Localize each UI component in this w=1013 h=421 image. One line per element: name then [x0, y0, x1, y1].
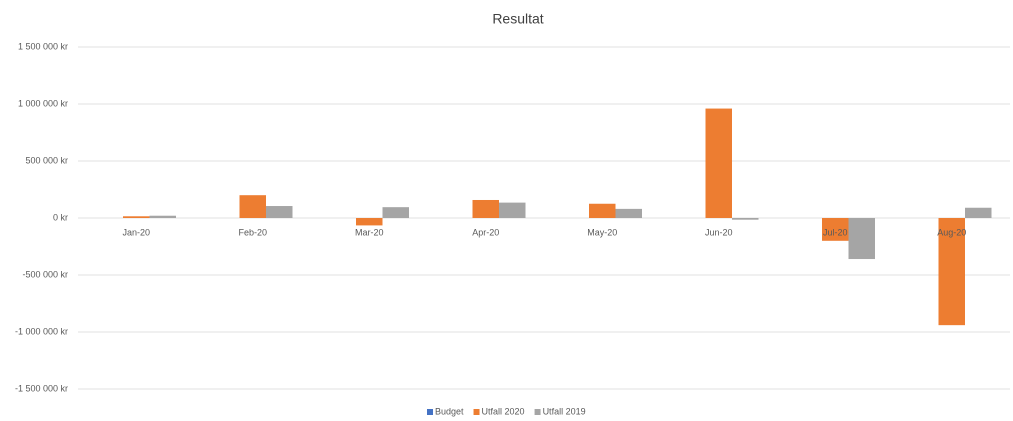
legend-label: Budget [435, 406, 464, 416]
y-tick-label: 1 000 000 kr [18, 98, 68, 108]
y-tick-label: -500 000 kr [22, 269, 68, 279]
bar [615, 208, 642, 218]
bar [499, 202, 526, 218]
bar [149, 215, 176, 218]
legend-label: Utfall 2020 [482, 406, 525, 416]
y-tick-label: 500 000 kr [25, 155, 68, 165]
x-tick-label: Jun-20 [705, 227, 733, 237]
bar [266, 206, 293, 218]
bar [732, 218, 759, 220]
x-tick-label: Apr-20 [472, 227, 499, 237]
chart-title: Resultat [492, 11, 543, 27]
bar [239, 195, 266, 218]
y-tick-label: 1 500 000 kr [18, 41, 68, 51]
bar [382, 207, 409, 218]
bar [705, 108, 732, 218]
legend-label: Utfall 2019 [543, 406, 586, 416]
bar [848, 218, 875, 260]
x-tick-label: Mar-20 [355, 227, 384, 237]
y-tick-label: 0 kr [53, 212, 68, 222]
bar [123, 216, 150, 218]
bar [356, 218, 383, 226]
x-tick-label: Feb-20 [238, 227, 267, 237]
bar [472, 199, 499, 218]
x-tick-label: Jul-20 [823, 227, 848, 237]
x-tick-label: May-20 [587, 227, 617, 237]
x-tick-label: Aug-20 [937, 227, 966, 237]
bar [822, 218, 849, 241]
x-tick-label: Jan-20 [122, 227, 150, 237]
bar [965, 207, 992, 218]
y-tick-label: -1 000 000 kr [15, 326, 68, 336]
bar [938, 218, 965, 326]
legend-swatch [427, 409, 433, 415]
legend-swatch [534, 409, 541, 415]
bar [589, 203, 616, 218]
y-tick-label: -1 500 000 kr [15, 383, 68, 393]
legend-swatch [473, 409, 480, 415]
